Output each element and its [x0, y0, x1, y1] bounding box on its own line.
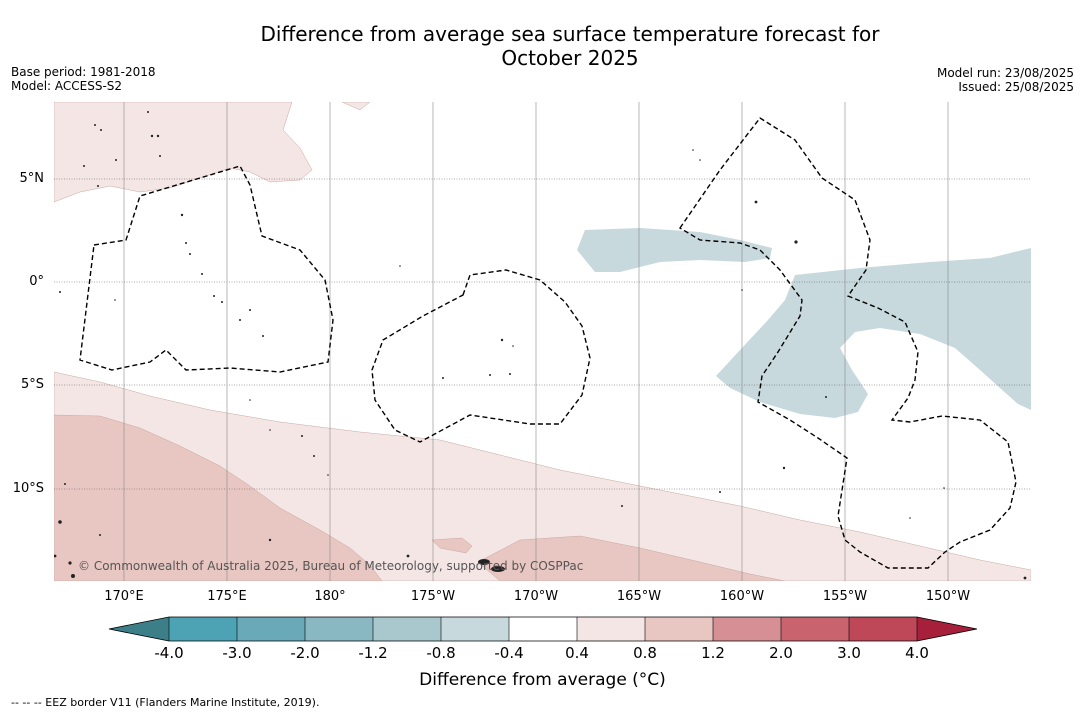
- lon-label-170w: 170°W: [513, 589, 559, 604]
- colorbar-tick-2: -3.0: [222, 644, 252, 662]
- colorbar-max-extension: [917, 617, 977, 641]
- colorbar-tick-1: -4.0: [154, 644, 184, 662]
- warm-anomaly-south-center: [477, 535, 786, 581]
- colorbar-tick-6: -0.4: [494, 644, 524, 662]
- colorbar-label: Difference from average (°C): [419, 670, 666, 690]
- colorbar-segment-3: [305, 617, 373, 641]
- colorbar-segment-7: [577, 617, 645, 641]
- colorbar-segment-2: [237, 617, 305, 641]
- warm-anomaly-southwest: [54, 414, 383, 581]
- title-line-2: October 2025: [501, 46, 639, 70]
- colorbar-segment-11: [849, 617, 917, 641]
- colorbar-segment-8: [645, 617, 713, 641]
- colorbar-segment-9: [713, 617, 781, 641]
- meta-right: Model run: 23/08/2025 Issued: 25/08/2025: [937, 66, 1074, 94]
- warm-anomaly-north-small: [341, 102, 371, 111]
- lat-label-10s: 10°S: [12, 481, 44, 496]
- colorbar-tick-4: -1.2: [358, 644, 388, 662]
- colorbar-segment-1: [169, 617, 237, 641]
- colorbar-min-extension: [109, 617, 169, 641]
- lon-label-150w: 150°W: [925, 589, 971, 604]
- lon-label-155w: 155°W: [822, 589, 868, 604]
- colorbar-tick-11: 3.0: [837, 644, 861, 662]
- warm-anomaly-northwest: [54, 102, 313, 203]
- title-line-1: Difference from average sea surface temp…: [260, 22, 880, 46]
- lon-label-165w: 165°W: [616, 589, 662, 604]
- colorbar-tick-7: 0.4: [565, 644, 589, 662]
- lon-label-175w: 175°W: [410, 589, 456, 604]
- eez-border-line-islands: [679, 117, 1017, 569]
- lat-label-5s: 5°S: [20, 377, 44, 392]
- meta-left: Base period: 1981-2018 Model: ACCESS-S2: [11, 65, 156, 93]
- model-name: Model: ACCESS-S2: [11, 79, 123, 93]
- colorbar-tick-8: 0.8: [633, 644, 657, 662]
- colorbar-tick-9: 1.2: [701, 644, 725, 662]
- colorbar-tick-12: 4.0: [905, 644, 929, 662]
- colorbar: [108, 616, 978, 642]
- lon-label-170e: 170°E: [104, 589, 144, 604]
- lon-label-180: 180°: [314, 589, 346, 604]
- lon-gridlines: [123, 102, 949, 581]
- map-attribution: © Commonwealth of Australia 2025, Bureau…: [78, 559, 584, 573]
- colorbar-segment-5: [441, 617, 509, 641]
- base-period: Base period: 1981-2018: [11, 65, 156, 79]
- colorbar-tick-3: -2.0: [290, 644, 320, 662]
- model-run: Model run: 23/08/2025: [936, 66, 1074, 80]
- lat-label-5n: 5°N: [19, 171, 45, 186]
- colorbar-dividers: [168, 617, 918, 641]
- issued-date: Issued: 25/08/2025: [958, 80, 1074, 94]
- map-area: [54, 102, 1031, 581]
- colorbar-tick-5: -0.8: [426, 644, 456, 662]
- eez-footnote: -- -- -- EEZ border V11 (Flanders Marine…: [11, 696, 320, 709]
- cool-anomaly-east: [716, 248, 1031, 418]
- colorbar-segment-4: [373, 617, 441, 641]
- lon-label-160w: 160°W: [719, 589, 765, 604]
- colorbar-tick-10: 2.0: [769, 644, 793, 662]
- eez-border-tuvalu-tokelau: [79, 165, 334, 373]
- lat-label-0: 0°: [29, 274, 44, 289]
- chart-title: Difference from average sea surface temp…: [0, 22, 1085, 70]
- islands: [54, 111, 1027, 580]
- eez-borders: [79, 117, 1017, 569]
- cool-anomaly-north: [577, 228, 772, 272]
- colorbar-segment-10: [781, 617, 849, 641]
- warm-anomaly-south-islet: [431, 537, 473, 554]
- colorbar-segment-6: [509, 617, 577, 641]
- lon-label-175e: 175°E: [207, 589, 247, 604]
